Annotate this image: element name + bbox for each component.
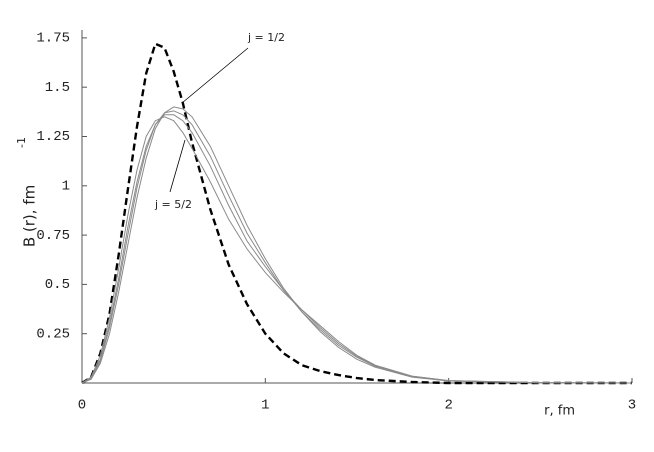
annotation: j = 1/2 [247,31,285,44]
y-tick-label: 0.75 [36,228,70,244]
y-tick-label: 0.25 [36,326,70,342]
data-line [81,114,633,384]
data-line [81,106,633,384]
y-tick-label: 1.5 [45,80,70,96]
x-tick-label: 1 [261,398,269,414]
y-tick-label: 1.25 [36,129,70,145]
data-line [81,42,632,385]
annotation-line [169,139,186,193]
x-tick-label: 0 [78,398,86,414]
annotation-line [181,47,249,104]
y-tick-label: 0.5 [45,277,70,293]
data-line [81,116,633,384]
y-axis-label: B (r), fm [21,185,39,247]
data-line [81,110,633,384]
x-tick-label: 2 [444,398,452,414]
y-tick-label: 1 [62,178,70,194]
y-axis-label-sup: -1 [15,137,28,148]
x-axis-label: r, fm [544,404,575,419]
x-tick-label: 3 [628,398,636,414]
annotation: j = 5/2 [154,198,192,211]
y-tick-label: 1.75 [36,31,70,47]
